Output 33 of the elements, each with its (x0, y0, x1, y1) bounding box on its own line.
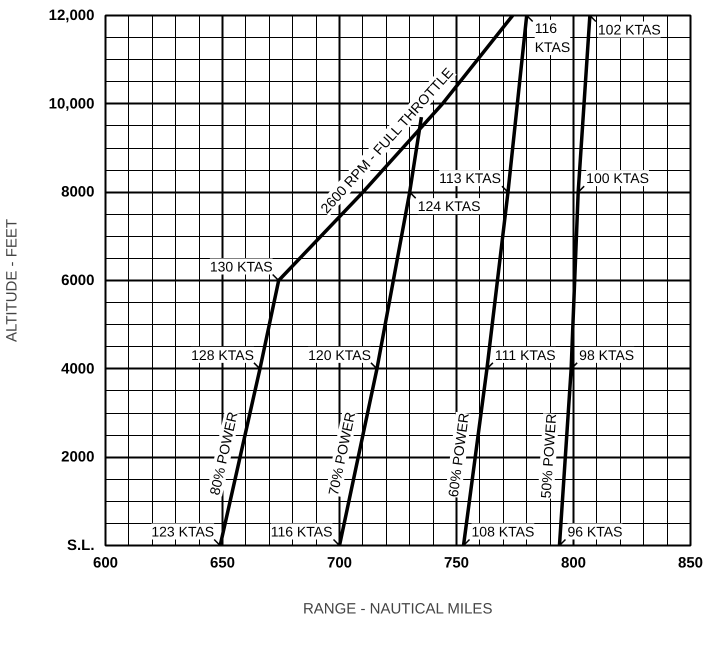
x-tick-label: 850 (678, 554, 704, 572)
annotation: 111 KTAS (494, 346, 556, 363)
x-tick-label: 750 (444, 554, 470, 572)
x-tick-label: 700 (326, 554, 352, 572)
annotation: 116 KTAS (534, 20, 570, 56)
y-tick-label: 6000 (61, 272, 95, 289)
annotation: 116 KTAS (270, 524, 332, 540)
annotation: 108 KTAS (472, 524, 534, 540)
text: 70% POWER (324, 410, 358, 497)
annotation: 124 KTAS (418, 198, 480, 214)
annotation: 96 KTAS (567, 524, 622, 540)
y-axis-title: ALTITUDE - FEET (4, 218, 21, 342)
annotation: 100 KTAS (586, 170, 649, 186)
y-tick-label: S.L. (67, 537, 95, 554)
x-tick-label: 650 (210, 554, 236, 572)
x-tick-label: 800 (560, 554, 586, 572)
y-tick-label: 4000 (61, 360, 95, 378)
text: 80% POWER (206, 410, 241, 497)
x-axis-title: RANGE - NAUTICAL MILES (302, 600, 492, 618)
annotation: 98 KTAS (579, 346, 634, 363)
x-tick-label: 600 (92, 554, 118, 572)
annotation: 102 KTAS (598, 22, 661, 38)
text: 50% POWER (538, 413, 560, 499)
y-tick-label: 2000 (61, 448, 95, 466)
y-tick-label: 8000 (61, 184, 95, 201)
text: 60% POWER (444, 412, 472, 498)
annotation: 120 KTAS (308, 346, 371, 363)
y-tick-label: 12,000 (48, 7, 95, 24)
annotation: 123 KTAS (151, 524, 214, 540)
y-tick-label: 10,000 (48, 95, 95, 112)
annotation: 128 KTAS (191, 346, 254, 363)
annotation: 130 KTAS (210, 258, 273, 274)
annotation: 113 KTAS (439, 170, 501, 186)
